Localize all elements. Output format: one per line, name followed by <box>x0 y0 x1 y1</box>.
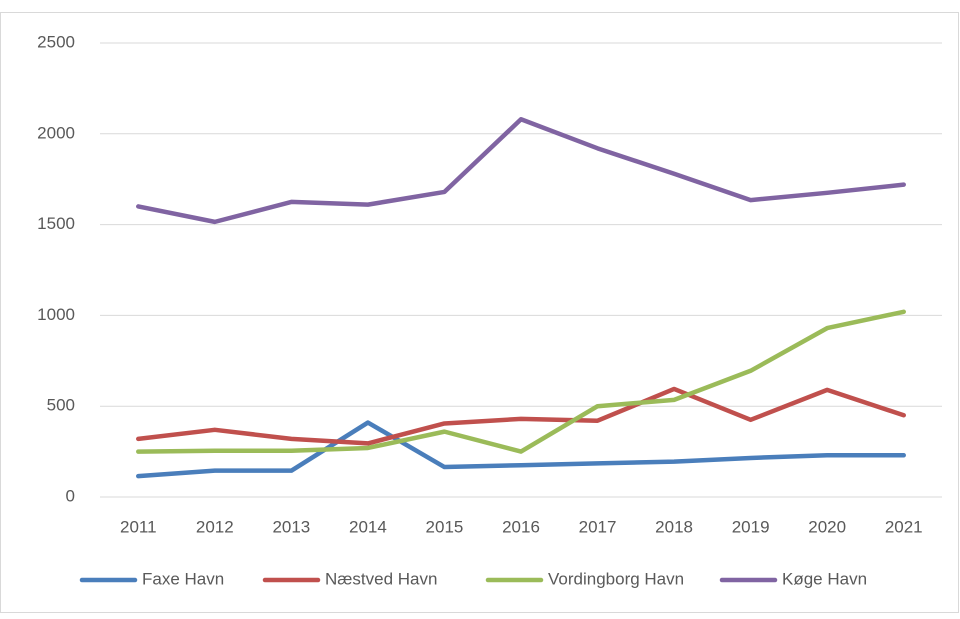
x-tick-label: 2017 <box>579 517 617 536</box>
x-tick-label: 2020 <box>808 517 846 536</box>
x-tick-label: 2015 <box>426 517 464 536</box>
x-tick-label: 2012 <box>196 517 234 536</box>
y-tick-label: 1000 <box>37 305 75 324</box>
legend-label: Faxe Havn <box>142 569 224 588</box>
y-tick-label: 0 <box>66 486 75 505</box>
x-tick-label: 2013 <box>272 517 310 536</box>
x-tick-label: 2011 <box>120 517 157 536</box>
chart-frame <box>0 12 959 613</box>
y-tick-label: 2500 <box>37 32 75 51</box>
data-line <box>136 117 906 225</box>
x-tick-label: 2018 <box>655 517 693 536</box>
data-line <box>136 420 906 479</box>
x-tick-label: 2014 <box>349 517 387 536</box>
legend-label: Vordingborg Havn <box>548 569 684 588</box>
x-tick-label: 2019 <box>732 517 770 536</box>
y-tick-label: 2000 <box>37 123 75 142</box>
data-line <box>136 309 906 454</box>
legend-label: Næstved Havn <box>325 569 437 588</box>
y-tick-label: 500 <box>47 396 75 415</box>
y-tick-label: 1500 <box>37 214 75 233</box>
x-tick-label: 2021 <box>885 517 923 536</box>
x-tick-label: 2016 <box>502 517 540 536</box>
legend-label: Køge Havn <box>782 569 867 588</box>
data-line <box>136 386 906 446</box>
